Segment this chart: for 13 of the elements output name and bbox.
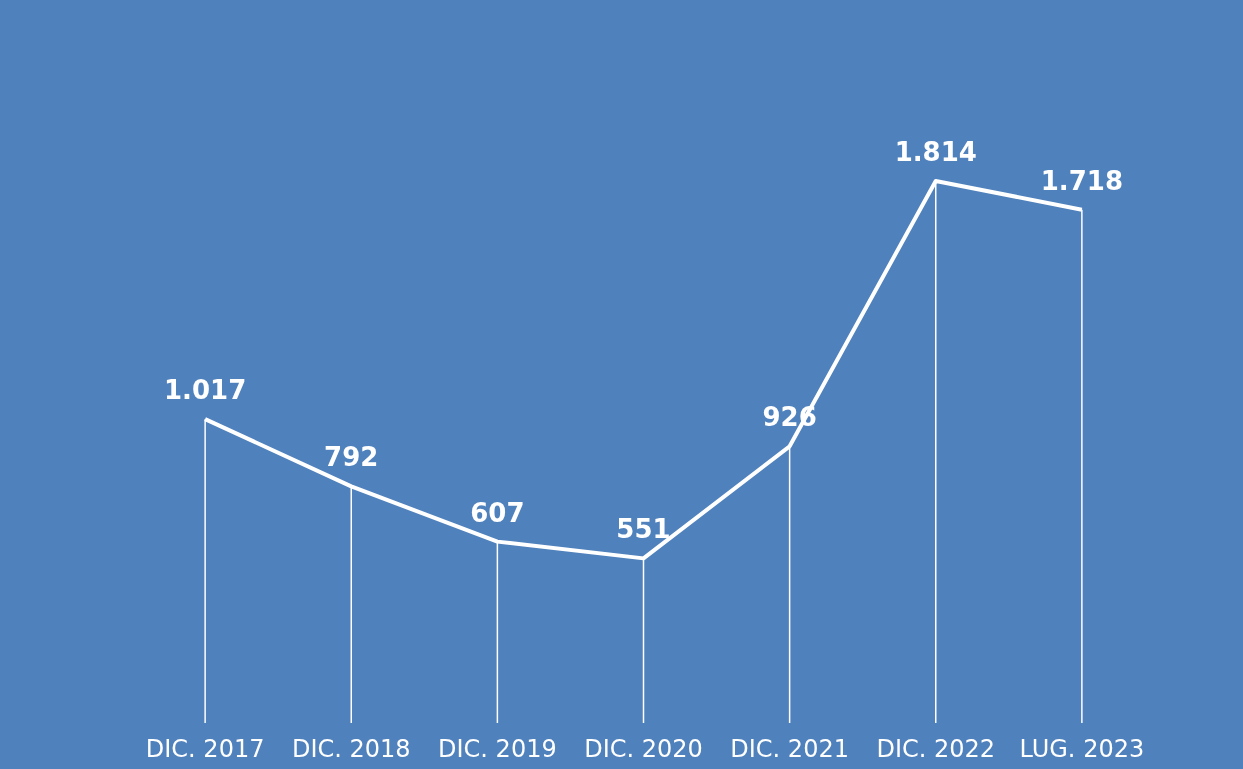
data-label: 1.017 xyxy=(164,375,247,406)
data-label: 792 xyxy=(324,442,379,473)
x-tick-label: DIC. 2020 xyxy=(584,734,703,763)
data-label: 551 xyxy=(616,514,671,545)
data-label: 607 xyxy=(470,497,525,528)
x-tick-label: DIC. 2019 xyxy=(438,734,557,763)
x-tick-label: DIC. 2017 xyxy=(145,734,265,763)
data-label: 1.814 xyxy=(894,137,977,167)
x-tick-label: LUG. 2023 xyxy=(1019,734,1145,763)
data-label: 1.718 xyxy=(1040,165,1123,196)
x-tick-label: DIC. 2021 xyxy=(730,734,849,763)
x-tick-label: DIC. 2022 xyxy=(876,734,996,763)
x-tick-label: DIC. 2018 xyxy=(291,734,411,763)
